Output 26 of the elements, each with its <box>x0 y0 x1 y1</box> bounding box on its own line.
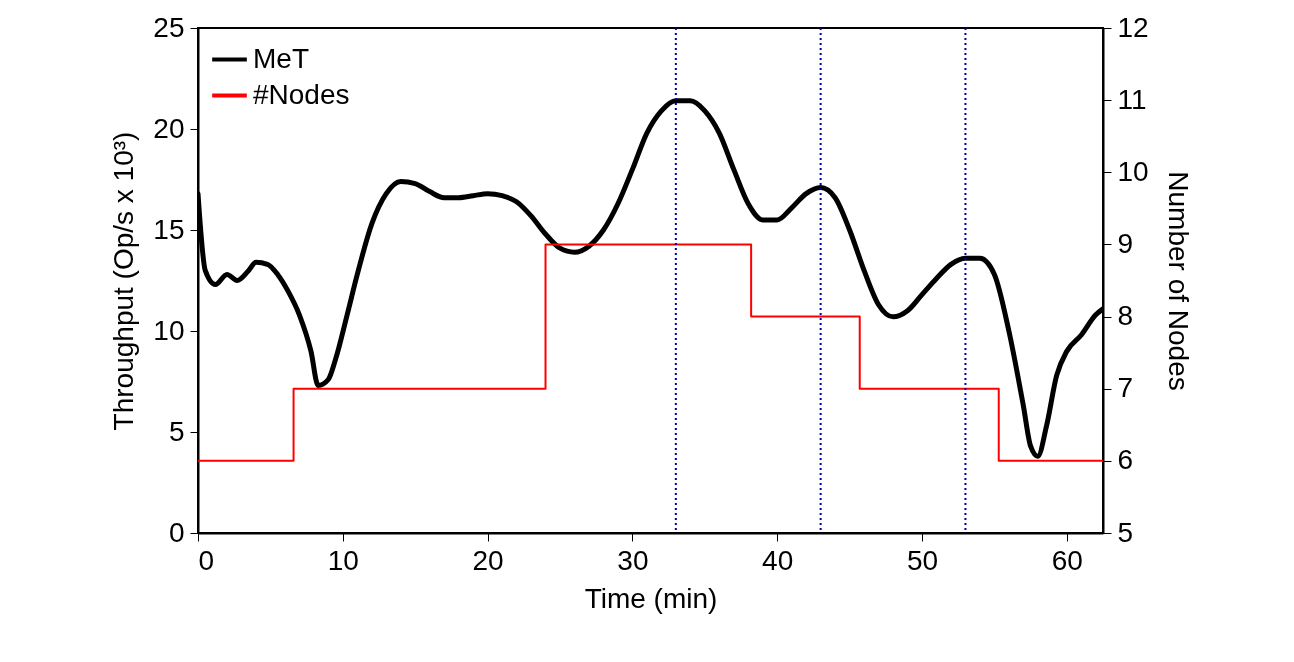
x-tick-label: 10 <box>327 544 359 576</box>
x-tick-label: 60 <box>1051 544 1083 576</box>
y-tick-label: 0 <box>168 516 185 548</box>
legend-label: #Nodes <box>253 78 350 110</box>
y2-tick-label: 11 <box>1117 83 1147 115</box>
y-axis-title: Throughput (Op/s x 10³) <box>108 131 140 431</box>
y2-tick-label: 8 <box>1117 300 1134 332</box>
y2-axis-title: Number of Nodes <box>1162 171 1194 391</box>
y2-tick-label: 10 <box>1117 155 1149 187</box>
y-tick-label: 5 <box>168 415 185 447</box>
y2-tick-label: 9 <box>1117 227 1134 259</box>
x-axis-title: Time (min) <box>584 582 718 614</box>
x-tick-label: 30 <box>617 544 649 576</box>
x-tick-label: 40 <box>762 544 794 576</box>
y-tick-label: 10 <box>153 314 185 346</box>
y-tick-label: 20 <box>153 112 185 144</box>
y-tick-label: 25 <box>153 11 185 43</box>
legend-label: MeT <box>253 42 309 74</box>
y2-tick-label: 7 <box>1117 372 1134 404</box>
y2-tick-label: 12 <box>1117 11 1149 43</box>
y2-tick-label: 6 <box>1117 444 1134 476</box>
x-tick-label: 20 <box>472 544 504 576</box>
y2-tick-label: 5 <box>1117 516 1134 548</box>
y-tick-label: 15 <box>153 213 185 245</box>
x-tick-label: 50 <box>906 544 939 576</box>
x-tick-label: 0 <box>198 544 215 576</box>
